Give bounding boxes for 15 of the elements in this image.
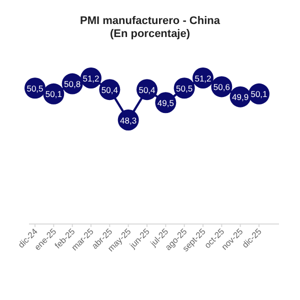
data-label: 50,5 bbox=[26, 83, 44, 94]
data-label: 49,9 bbox=[232, 92, 249, 102]
data-label: 50,4 bbox=[138, 84, 156, 95]
chart-subtitle: (En porcentaje) bbox=[110, 28, 190, 40]
data-label: 50,1 bbox=[250, 89, 268, 100]
chart-title: PMI manufacturero - China bbox=[80, 15, 221, 27]
data-label: 48,3 bbox=[120, 115, 137, 126]
data-label: 50,8 bbox=[64, 79, 81, 90]
data-label: 50,5 bbox=[176, 83, 193, 94]
data-label: 51,2 bbox=[82, 73, 100, 84]
data-label: 51,2 bbox=[194, 73, 212, 84]
data-label: 49,5 bbox=[157, 98, 174, 108]
data-label: 50,1 bbox=[45, 89, 62, 100]
data-label: 50,6 bbox=[213, 82, 230, 92]
data-label: 50,4 bbox=[101, 84, 118, 95]
